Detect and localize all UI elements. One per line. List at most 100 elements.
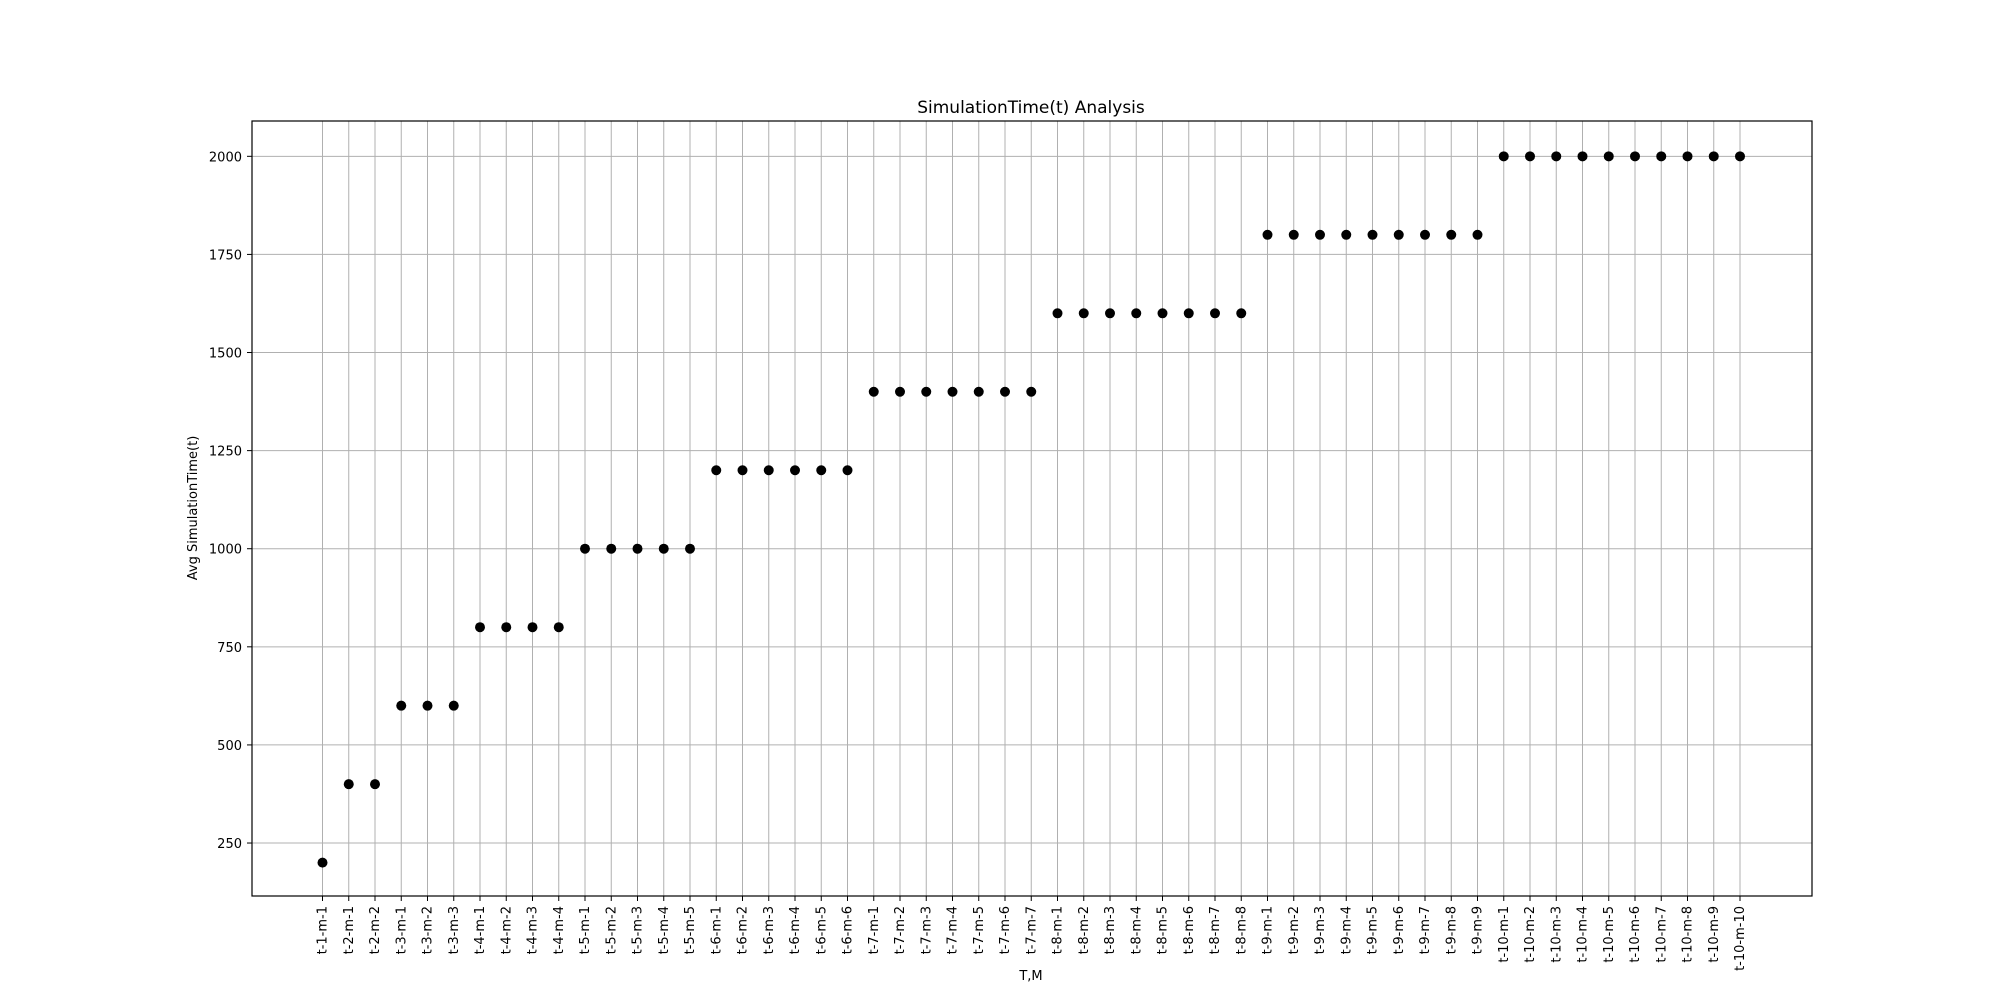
data-point xyxy=(816,465,827,476)
x-tick-label: t-6-m-5 xyxy=(814,906,829,954)
x-tick-label: t-9-m-9 xyxy=(1471,906,1486,954)
x-tick-label: t-4-m-2 xyxy=(499,906,514,954)
x-tick-label: t-10-m-6 xyxy=(1628,906,1643,963)
data-point xyxy=(1105,308,1115,319)
grid-lines xyxy=(252,121,1812,896)
x-tick-label: t-9-m-4 xyxy=(1339,906,1354,954)
x-tick-label: t-3-m-2 xyxy=(421,906,436,954)
x-tick-label: t-3-m-3 xyxy=(447,906,462,954)
x-tick-label: t-1-m-1 xyxy=(316,906,331,954)
x-tick-label: t-10-m-1 xyxy=(1497,906,1512,963)
x-tick-label: t-10-m-7 xyxy=(1654,906,1669,963)
data-point xyxy=(1577,151,1588,162)
x-tick-label: t-7-m-2 xyxy=(893,906,908,954)
data-point xyxy=(921,386,932,397)
data-point xyxy=(1603,151,1614,162)
x-tick-label: t-7-m-3 xyxy=(919,906,934,954)
data-point xyxy=(737,465,748,476)
data-point xyxy=(606,543,617,554)
data-point xyxy=(790,465,800,476)
x-tick-label: t-8-m-1 xyxy=(1051,906,1066,954)
data-point xyxy=(1078,308,1089,319)
x-tick-label: t-10-m-2 xyxy=(1523,906,1538,963)
y-axis-label: Avg SimulationTime(t) xyxy=(186,436,201,581)
data-point xyxy=(448,700,459,711)
data-point xyxy=(1420,229,1430,240)
data-point xyxy=(422,700,433,711)
data-point xyxy=(763,465,774,476)
x-tick-label: t-5-m-5 xyxy=(683,906,698,954)
x-tick-label: t-6-m-2 xyxy=(736,906,751,954)
data-point xyxy=(685,543,695,554)
x-tick-label: t-6-m-3 xyxy=(762,906,777,954)
data-point xyxy=(1393,229,1404,240)
data-point xyxy=(1288,229,1299,240)
x-tick-label: t-6-m-6 xyxy=(841,906,856,954)
x-tick-label: t-5-m-1 xyxy=(578,906,593,954)
data-point xyxy=(580,543,590,554)
data-point xyxy=(1052,308,1063,319)
data-point xyxy=(632,543,643,554)
x-tick-label: t-10-m-5 xyxy=(1602,906,1617,963)
x-tick-label: t-7-m-4 xyxy=(946,906,961,954)
x-tick-label: t-8-m-6 xyxy=(1182,906,1197,954)
x-tick-label: t-8-m-8 xyxy=(1234,906,1249,954)
x-tick-label: t-8-m-4 xyxy=(1129,906,1144,954)
x-tick-label: t-9-m-7 xyxy=(1418,906,1433,954)
x-tick-label: t-4-m-4 xyxy=(552,906,567,954)
data-point xyxy=(1367,229,1378,240)
x-tick-label: t-5-m-3 xyxy=(631,906,646,954)
x-tick-label: t-10-m-10 xyxy=(1733,906,1748,971)
x-tick-label: t-4-m-3 xyxy=(526,906,541,954)
data-point xyxy=(711,465,722,476)
data-point xyxy=(868,386,879,397)
data-point xyxy=(343,779,354,790)
data-point xyxy=(895,386,905,397)
x-tick-label: t-7-m-6 xyxy=(998,906,1013,954)
y-tick-label: 1500 xyxy=(209,347,242,362)
y-tick-label: 500 xyxy=(217,739,242,754)
x-tick-label: t-9-m-8 xyxy=(1444,906,1459,954)
x-tick-label: t-9-m-2 xyxy=(1287,906,1302,954)
data-point xyxy=(1708,151,1719,162)
x-tick-label: t-8-m-3 xyxy=(1103,906,1118,954)
data-point xyxy=(1551,151,1562,162)
plot-area xyxy=(251,120,1813,897)
data-point xyxy=(501,622,512,633)
x-tick-label: t-6-m-4 xyxy=(788,906,803,954)
x-tick-label: t-8-m-2 xyxy=(1077,906,1092,954)
x-tick-label: t-7-m-5 xyxy=(972,906,987,954)
data-point xyxy=(973,386,984,397)
x-tick-label: t-10-m-4 xyxy=(1576,906,1591,963)
data-point xyxy=(1682,151,1693,162)
x-tick-label: t-7-m-7 xyxy=(1024,906,1039,954)
y-tick-label: 1250 xyxy=(209,445,242,460)
data-point xyxy=(370,779,380,790)
data-point xyxy=(1735,151,1745,162)
x-tick-label: t-9-m-5 xyxy=(1366,906,1381,954)
x-tick-label: t-7-m-1 xyxy=(867,906,882,954)
data-point xyxy=(1341,229,1352,240)
x-tick-label: t-9-m-6 xyxy=(1392,906,1407,954)
data-point xyxy=(1315,229,1325,240)
x-tick-label: t-9-m-3 xyxy=(1313,906,1328,954)
data-point xyxy=(1262,229,1273,240)
x-tick-label: t-10-m-8 xyxy=(1681,906,1696,963)
data-point xyxy=(527,622,538,633)
data-point xyxy=(947,386,958,397)
data-point xyxy=(396,700,407,711)
x-tick-label: t-5-m-2 xyxy=(604,906,619,954)
x-tick-label: t-2-m-2 xyxy=(368,906,383,954)
data-point xyxy=(1472,229,1483,240)
data-point xyxy=(1446,229,1457,240)
y-tick-label: 250 xyxy=(217,837,242,852)
data-point xyxy=(1183,308,1194,319)
x-tick-label: t-3-m-1 xyxy=(394,906,409,954)
data-point xyxy=(553,622,564,633)
x-tick-label: t-10-m-9 xyxy=(1707,906,1722,963)
data-point xyxy=(1498,151,1509,162)
data-point xyxy=(475,622,485,633)
x-tick-label: t-8-m-7 xyxy=(1208,906,1223,954)
x-tick-label: t-9-m-1 xyxy=(1261,906,1276,954)
